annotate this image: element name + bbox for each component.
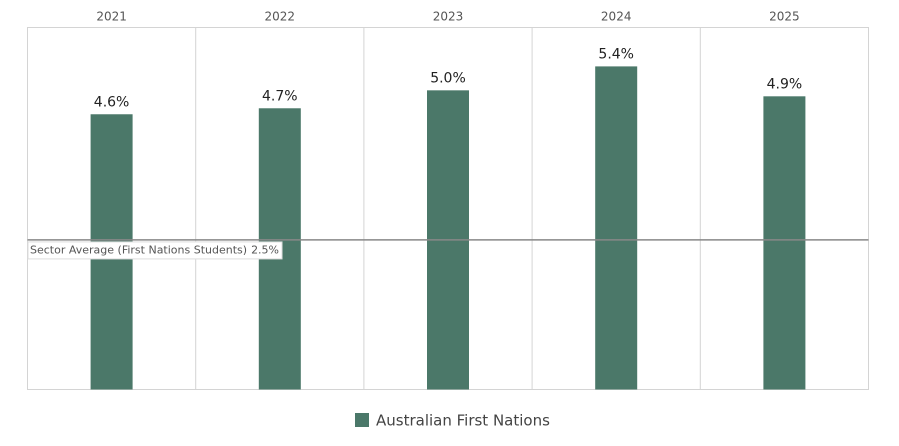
x-tick-label: 2021 — [96, 10, 127, 24]
data-label: 5.0% — [430, 70, 466, 86]
legend-label: Australian First Nations — [376, 412, 550, 430]
bar — [595, 66, 638, 390]
reference-label-value: 2.5% — [251, 243, 279, 256]
reference-label-name: Sector Average (First Nations Students) — [30, 243, 247, 256]
x-tick-label: 2022 — [265, 10, 296, 24]
x-tick-label: 2024 — [601, 10, 632, 24]
reference-label: Sector Average (First Nations Students) 2… — [30, 243, 279, 256]
bar — [763, 96, 806, 390]
data-label: 4.7% — [262, 88, 298, 104]
legend-swatch — [355, 413, 369, 427]
x-tick-label: 2023 — [433, 10, 464, 24]
reference-label-box — [27, 241, 283, 260]
data-label: 5.4% — [598, 46, 634, 62]
x-tick-label: 2025 — [769, 10, 800, 24]
data-label: 4.6% — [94, 94, 130, 110]
data-label: 4.9% — [767, 76, 803, 92]
